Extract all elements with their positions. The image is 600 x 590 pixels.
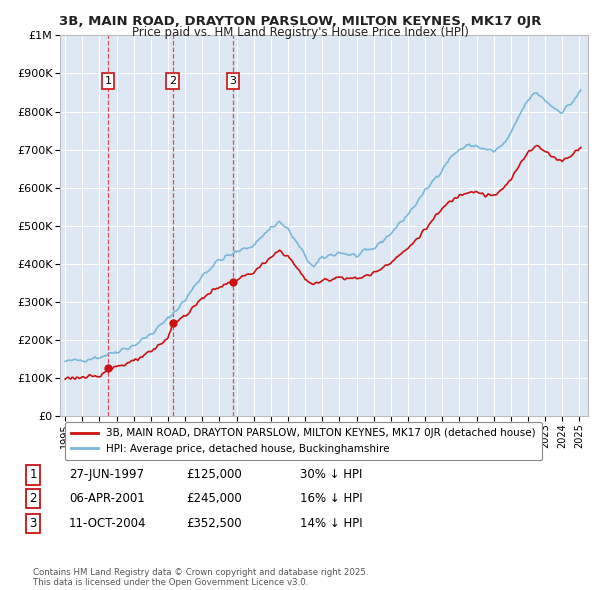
Text: £245,000: £245,000 xyxy=(186,492,242,505)
Text: £352,500: £352,500 xyxy=(186,517,242,530)
Text: 3: 3 xyxy=(29,517,37,530)
Text: 16% ↓ HPI: 16% ↓ HPI xyxy=(300,492,362,505)
Text: Price paid vs. HM Land Registry's House Price Index (HPI): Price paid vs. HM Land Registry's House … xyxy=(131,26,469,39)
Legend: 3B, MAIN ROAD, DRAYTON PARSLOW, MILTON KEYNES, MK17 0JR (detached house), HPI: A: 3B, MAIN ROAD, DRAYTON PARSLOW, MILTON K… xyxy=(65,422,542,460)
Text: Contains HM Land Registry data © Crown copyright and database right 2025.
This d: Contains HM Land Registry data © Crown c… xyxy=(33,568,368,587)
Text: 1: 1 xyxy=(104,76,112,86)
Text: 1: 1 xyxy=(29,468,37,481)
Text: 11-OCT-2004: 11-OCT-2004 xyxy=(69,517,146,530)
Text: 30% ↓ HPI: 30% ↓ HPI xyxy=(300,468,362,481)
Text: 3B, MAIN ROAD, DRAYTON PARSLOW, MILTON KEYNES, MK17 0JR: 3B, MAIN ROAD, DRAYTON PARSLOW, MILTON K… xyxy=(59,15,541,28)
Text: £125,000: £125,000 xyxy=(186,468,242,481)
Text: 27-JUN-1997: 27-JUN-1997 xyxy=(69,468,144,481)
Text: 14% ↓ HPI: 14% ↓ HPI xyxy=(300,517,362,530)
Text: 2: 2 xyxy=(29,492,37,505)
Text: 06-APR-2001: 06-APR-2001 xyxy=(69,492,145,505)
Text: 3: 3 xyxy=(229,76,236,86)
Text: 2: 2 xyxy=(169,76,176,86)
